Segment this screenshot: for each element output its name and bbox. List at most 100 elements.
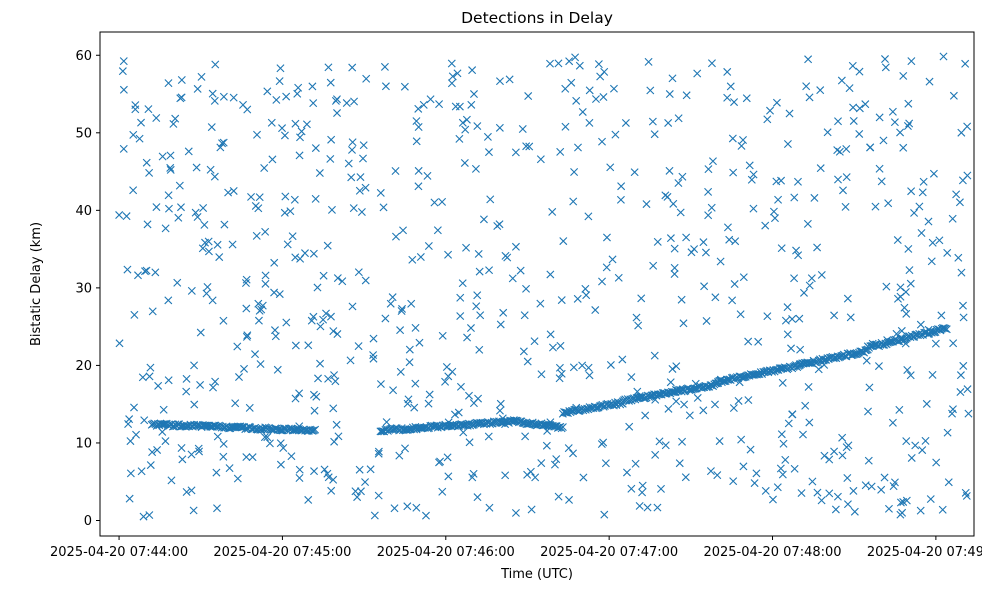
data-point: [148, 307, 157, 316]
data-point: [896, 292, 905, 301]
data-point: [252, 231, 261, 240]
data-point: [424, 242, 433, 251]
data-point: [948, 214, 957, 223]
data-point: [569, 197, 578, 206]
data-point: [777, 430, 786, 439]
data-point: [682, 233, 691, 242]
data-point: [330, 437, 339, 446]
data-point: [119, 144, 128, 153]
data-point: [627, 373, 636, 382]
data-point: [324, 63, 333, 72]
data-point: [906, 371, 915, 380]
data-point: [260, 433, 269, 442]
data-point: [495, 406, 504, 415]
data-point: [723, 93, 732, 102]
data-point: [397, 307, 406, 316]
data-point: [601, 459, 610, 468]
data-point: [880, 473, 889, 482]
data-point: [963, 122, 972, 131]
data-point: [888, 418, 897, 427]
data-point: [899, 143, 908, 152]
data-point: [164, 204, 173, 213]
data-point: [208, 89, 217, 98]
data-point: [349, 204, 358, 213]
data-point: [411, 379, 420, 388]
data-point: [469, 90, 478, 99]
data-point: [486, 195, 495, 204]
data-point: [959, 361, 968, 370]
y-axis-label: Bistatic Delay (km): [29, 222, 44, 346]
data-point: [213, 240, 222, 249]
data-point: [315, 169, 324, 178]
data-point: [552, 455, 561, 464]
data-point: [728, 134, 737, 143]
data-point: [622, 468, 631, 477]
data-point: [792, 246, 801, 255]
data-point: [711, 293, 720, 302]
data-point: [849, 103, 858, 112]
data-point: [745, 161, 754, 170]
data-point: [327, 486, 336, 495]
data-point: [907, 453, 916, 462]
data-point: [361, 478, 370, 487]
data-point: [726, 82, 735, 91]
data-point: [348, 138, 357, 147]
data-point: [229, 93, 238, 102]
data-point: [655, 437, 664, 446]
data-point: [516, 266, 525, 275]
data-point: [693, 393, 702, 402]
data-point: [768, 495, 777, 504]
data-point: [653, 237, 662, 246]
data-point: [584, 212, 593, 221]
data-point: [597, 440, 606, 449]
y-tick-label: 10: [75, 436, 92, 451]
data-point: [693, 69, 702, 78]
data-point: [598, 137, 606, 146]
data-point: [752, 469, 761, 478]
data-point: [441, 377, 450, 386]
data-point: [161, 224, 170, 233]
data-point: [241, 279, 250, 287]
data-point: [501, 251, 510, 260]
data-point: [849, 116, 858, 125]
data-point: [455, 134, 464, 143]
data-point: [224, 188, 233, 197]
data-point: [369, 354, 378, 363]
data-point: [778, 378, 787, 387]
data-point: [132, 430, 141, 439]
data-point: [475, 267, 484, 276]
data-point: [407, 299, 416, 308]
data-point: [910, 208, 919, 217]
data-point: [331, 377, 340, 386]
data-point: [877, 177, 886, 186]
data-point: [282, 92, 291, 101]
data-point: [779, 439, 788, 448]
data-point: [961, 59, 970, 68]
data-point: [287, 452, 296, 461]
data-point: [501, 471, 510, 480]
data-point: [874, 362, 883, 371]
data-point: [838, 433, 847, 442]
data-point: [330, 371, 339, 380]
data-point: [302, 120, 311, 129]
data-point: [699, 406, 708, 415]
data-point: [602, 263, 611, 272]
data-point: [326, 154, 335, 163]
data-point: [838, 451, 847, 460]
data-point: [548, 207, 557, 216]
data-point: [835, 147, 844, 156]
data-point: [275, 77, 284, 86]
data-point: [448, 72, 457, 81]
data-point: [700, 282, 709, 291]
data-point: [690, 384, 699, 393]
data-point: [739, 135, 748, 144]
data-point: [546, 270, 555, 279]
data-point: [690, 245, 699, 254]
data-point: [438, 197, 447, 206]
data-point: [169, 119, 178, 128]
x-tick-label: 2025-04-20 07:49:00: [867, 545, 982, 560]
data-point: [447, 59, 456, 68]
data-point: [398, 304, 407, 313]
data-point: [459, 428, 468, 437]
data-point: [570, 168, 579, 177]
